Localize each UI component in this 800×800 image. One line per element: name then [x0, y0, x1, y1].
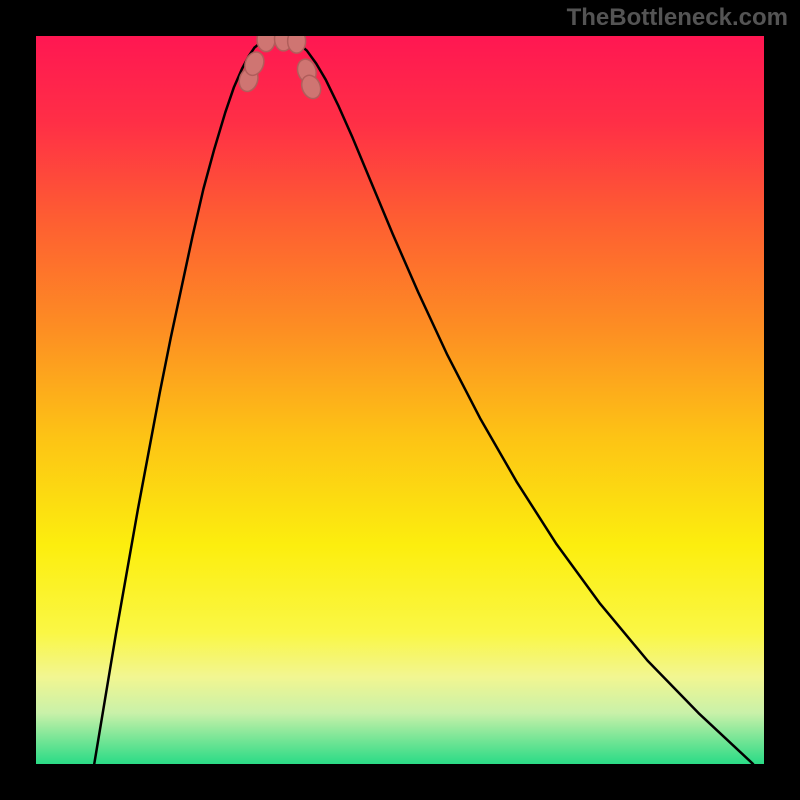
marker-point: [257, 36, 275, 52]
chart-frame: TheBottleneck.com: [0, 0, 800, 800]
plot-area: [36, 36, 764, 764]
watermark-text: TheBottleneck.com: [567, 4, 788, 32]
marker-point: [288, 36, 306, 53]
plot-svg: [36, 36, 764, 764]
gradient-background: [36, 36, 764, 764]
